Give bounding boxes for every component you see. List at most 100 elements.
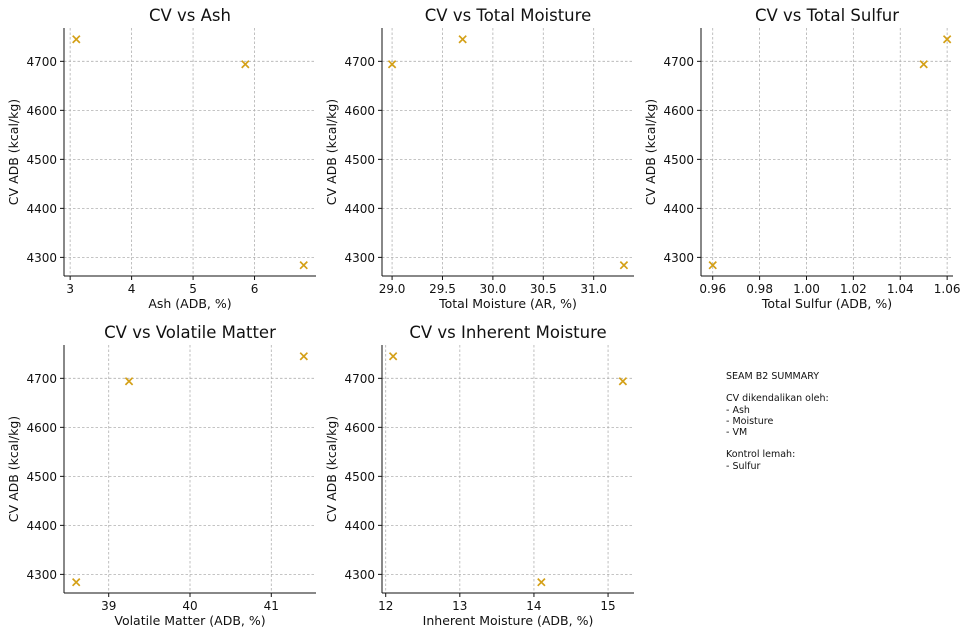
data-point: [919, 60, 928, 69]
chart-title: CV vs Total Moisture: [425, 6, 591, 25]
x-tick-label: 31.0: [580, 282, 607, 296]
y-tick-label: 4300: [344, 251, 375, 265]
summary-weak-label: Kontrol lemah:: [726, 449, 796, 461]
y-tick-label: 4500: [26, 470, 57, 484]
data-point-stroke: [458, 35, 467, 44]
data-point-stroke: [299, 261, 308, 270]
x-axis-label: Total Sulfur (ADB, %): [761, 296, 892, 311]
y-axis-label: CV ADB (kcal/kg): [6, 99, 21, 205]
data-point-stroke: [919, 60, 928, 69]
y-axis-label: CV ADB (kcal/kg): [643, 99, 658, 205]
chart-panel: 29.0 29.5 30.0 30.5 31.0 4300 4400 4500 4600 4700…: [324, 6, 634, 311]
data-point: [388, 352, 398, 361]
y-tick-label: 4400: [344, 519, 375, 533]
data-point: [537, 578, 546, 587]
data-point: [72, 35, 81, 44]
data-point: [71, 578, 81, 587]
x-tick-label: 4: [128, 282, 136, 296]
y-tick-label: 4600: [663, 104, 694, 118]
y-tick-label: 4700: [26, 55, 57, 69]
data-point-stroke: [72, 35, 81, 44]
summary-heading: SEAM B2 SUMMARY: [726, 371, 820, 382]
summary-weak-item: - Sulfur: [726, 460, 761, 472]
x-tick-label: 1.04: [887, 282, 914, 296]
y-tick-label: 4600: [26, 104, 57, 118]
x-tick-label: 1.02: [840, 282, 867, 296]
chart-panel: 12 13 14 15 4300 4400 4500 4600 4700 CV vs Inhere…: [324, 323, 634, 628]
x-axis-label: Inherent Moisture (ADB, %): [423, 613, 594, 628]
data-point: [299, 261, 308, 270]
x-tick-label: 13: [452, 599, 467, 613]
x-tick-label: 30.5: [530, 282, 557, 296]
x-tick-label: 30.0: [480, 282, 507, 296]
data-point: [618, 377, 628, 386]
y-tick-label: 4500: [26, 153, 57, 167]
chart-panel: 39 40 41 4300 4400 4500 4600 4700 CV vs Volatile…: [6, 323, 316, 628]
chart-title: CV vs Total Sulfur: [755, 6, 899, 25]
data-point: [241, 60, 250, 69]
x-tick-label: 29.0: [379, 282, 406, 296]
y-tick-label: 4400: [26, 202, 57, 216]
data-point-stroke: [388, 352, 398, 361]
data-point-stroke: [619, 261, 629, 270]
summary-spacer: [726, 382, 829, 393]
x-tick-label: 0.96: [699, 282, 726, 296]
summary-controlled-item: - VM: [726, 427, 748, 438]
x-tick-label: 41: [264, 599, 279, 613]
x-tick-label: 3: [66, 282, 74, 296]
x-axis-label: Volatile Matter (ADB, %): [114, 613, 265, 628]
y-tick-label: 4600: [344, 104, 375, 118]
y-tick-label: 4700: [344, 372, 375, 386]
x-tick-label: 29.5: [429, 282, 456, 296]
y-tick-label: 4600: [26, 421, 57, 435]
summary-spacer: [726, 438, 829, 449]
x-tick-label: 6: [251, 282, 259, 296]
data-point-stroke: [241, 60, 250, 69]
x-tick-label: 14: [526, 599, 541, 613]
x-axis-label: Total Moisture (AR, %): [438, 296, 577, 311]
y-tick-label: 4500: [344, 153, 375, 167]
chart-title: CV vs Volatile Matter: [104, 323, 276, 342]
x-tick-label: 12: [378, 599, 393, 613]
data-point-stroke: [124, 377, 134, 386]
y-tick-label: 4700: [663, 55, 694, 69]
y-tick-label: 4400: [26, 519, 57, 533]
summary-controlled-item: - Ash: [726, 404, 750, 416]
chart-panel: 0.96 0.98 1.00 1.02 1.04 1.06 4300 4400 4500 4600…: [643, 6, 960, 311]
y-tick-label: 4400: [663, 202, 694, 216]
y-tick-label: 4300: [344, 568, 375, 582]
y-tick-label: 4700: [26, 372, 57, 386]
data-point-stroke: [387, 60, 397, 69]
y-axis-label: CV ADB (kcal/kg): [324, 416, 339, 522]
y-tick-label: 4600: [344, 421, 375, 435]
x-axis-label: Ash (ADB, %): [148, 296, 231, 311]
y-tick-label: 4400: [344, 202, 375, 216]
data-point-stroke: [618, 377, 628, 386]
data-point-stroke: [537, 578, 546, 587]
data-point-stroke: [942, 35, 952, 44]
x-tick-label: 1.00: [793, 282, 820, 296]
data-point-stroke: [71, 578, 81, 587]
y-tick-label: 4500: [663, 153, 694, 167]
summary-controlled-label: CV dikendalikan oleh:: [726, 393, 829, 405]
data-point: [458, 35, 467, 44]
y-tick-label: 4700: [344, 55, 375, 69]
x-tick-label: 15: [600, 599, 615, 613]
x-tick-label: 39: [101, 599, 116, 613]
x-tick-label: 40: [182, 599, 197, 613]
x-tick-label: 0.98: [746, 282, 773, 296]
data-point: [299, 352, 309, 361]
data-point-stroke: [299, 352, 309, 361]
y-tick-label: 4300: [663, 251, 694, 265]
chart-title: CV vs Inherent Moisture: [409, 323, 606, 342]
x-tick-label: 5: [189, 282, 197, 296]
summary-panel: SEAM B2 SUMMARY CV dikendalikan oleh: - …: [726, 371, 829, 472]
data-point: [387, 60, 397, 69]
data-point: [619, 261, 629, 270]
y-axis-label: CV ADB (kcal/kg): [324, 99, 339, 205]
x-tick-label: 1.06: [934, 282, 961, 296]
data-point: [708, 261, 717, 270]
y-tick-label: 4300: [26, 251, 57, 265]
y-tick-label: 4300: [26, 568, 57, 582]
